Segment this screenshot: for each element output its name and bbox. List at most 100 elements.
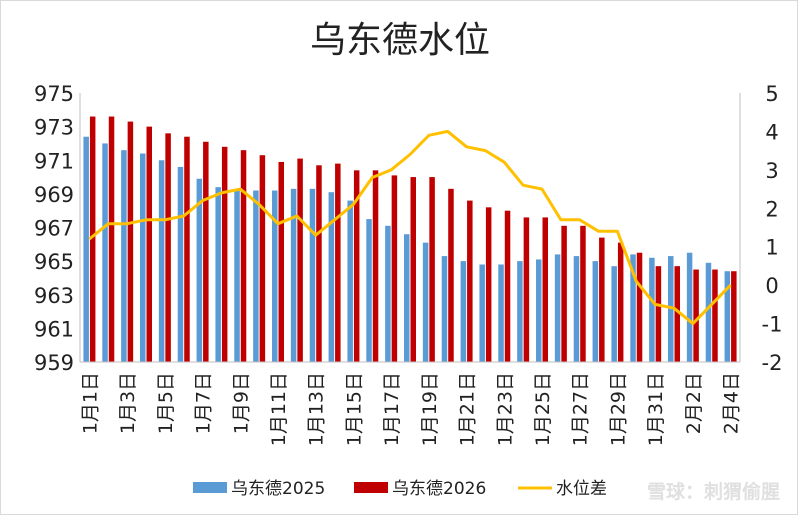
legend-swatch-2025 [193, 482, 227, 493]
bar-2025 [290, 188, 297, 362]
bar-2026 [617, 242, 624, 362]
x-tick-label: 1月17日 [381, 372, 403, 446]
right-tick-label: 2 [765, 197, 778, 221]
bar-2026 [391, 175, 398, 362]
x-tick-labels: 1月1日 1月3日 1月5日 1月7日 1月9日 1月11日 1月13日 1月15日 1月17日… [79, 372, 742, 446]
bar-2025 [724, 271, 731, 362]
bar-2025 [140, 153, 146, 362]
bar-2025 [479, 264, 485, 362]
bar-2026 [580, 225, 586, 362]
legend-label-diff: 水位差 [556, 479, 607, 499]
bar-2025 [196, 178, 203, 362]
x-tick-label: 1月7日 [193, 372, 215, 434]
bar-2026 [429, 177, 435, 362]
right-tick-label: -2 [762, 351, 783, 375]
bar-2025 [347, 200, 353, 362]
right-tick-label: -1 [762, 313, 783, 337]
legend: 乌东德2025 乌东德2026 水位差 [193, 479, 607, 499]
bar-2025 [234, 190, 240, 362]
bar-2025 [385, 225, 391, 362]
bar-2025 [554, 254, 561, 362]
right-tick-label: 3 [765, 159, 778, 183]
bar-2025 [177, 166, 184, 362]
x-tick-label: 1月9日 [230, 372, 252, 434]
bar-2025 [649, 257, 655, 362]
bar-2025 [158, 160, 165, 362]
bar-2026 [335, 163, 341, 362]
x-tick-label: 1月13日 [306, 372, 328, 446]
bar-2026 [523, 217, 530, 362]
bar-2025 [366, 219, 372, 362]
bar-2025 [102, 143, 108, 362]
bar-2025 [517, 261, 523, 362]
bar-2025 [498, 264, 504, 362]
bar-2026 [599, 237, 605, 362]
bar-2026 [165, 133, 171, 362]
bar-2026 [693, 269, 699, 362]
legend-label-2026: 乌东德2026 [392, 479, 486, 499]
bar-2026 [731, 271, 737, 362]
bar-2025 [253, 190, 259, 362]
series-2026-bars [89, 116, 737, 362]
left-tick-label: 959 [34, 351, 74, 375]
chart-title: 乌东德水位 [310, 20, 490, 61]
left-tick-label: 975 [34, 82, 74, 106]
x-tick-label: 1月11日 [268, 372, 290, 446]
axes: 959 961 963 965 967 969 971 973 975 -2 -1 0 1 2 3 4 5 [34, 82, 783, 375]
series-diff-line [88, 129, 732, 326]
legend-label-2025: 乌东德2025 [231, 479, 325, 499]
x-tick-label: 1月19日 [419, 372, 441, 446]
bar-2026 [467, 200, 473, 362]
bar-2026 [89, 116, 96, 362]
bar-2026 [410, 177, 416, 362]
bar-2025 [441, 256, 448, 362]
bar-2026 [146, 126, 152, 362]
right-tick-label: 1 [765, 236, 778, 260]
bar-2026 [184, 136, 190, 362]
bar-2026 [561, 225, 567, 362]
x-tick-label: 1月1日 [79, 372, 101, 434]
x-tick-label: 1月21日 [457, 372, 479, 446]
left-tick-label: 967 [34, 217, 74, 241]
bar-2026 [712, 269, 718, 362]
right-tick-label: 5 [765, 82, 778, 106]
bar-2025 [573, 256, 580, 362]
bar-2025 [611, 266, 617, 362]
bar-2026 [297, 158, 303, 362]
bar-2026 [108, 116, 115, 362]
bar-2026 [542, 217, 548, 362]
x-tick-label: 2月4日 [721, 372, 743, 434]
x-tick-label: 1月29日 [607, 372, 629, 446]
bar-2026 [240, 150, 247, 362]
bar-2025 [592, 261, 599, 362]
x-tick-label: 1月15日 [343, 372, 365, 446]
x-tick-label: 1月27日 [570, 372, 592, 446]
x-tick-label: 1月5日 [155, 372, 177, 434]
x-tick-label: 1月23日 [494, 372, 516, 446]
x-tick-label: 1月3日 [117, 372, 139, 434]
left-tick-label: 969 [34, 183, 74, 207]
bar-2026 [203, 141, 209, 362]
diff-line [88, 129, 732, 326]
bar-2026 [316, 165, 322, 362]
bar-2026 [127, 121, 134, 362]
x-tick-label: 1月31日 [645, 372, 667, 446]
bar-2026 [674, 266, 680, 362]
x-tick-label: 2月2日 [683, 372, 705, 434]
bar-2026 [259, 155, 266, 362]
bar-2025 [215, 187, 221, 362]
bar-2026 [278, 161, 284, 362]
x-tick-label: 1月25日 [532, 372, 554, 446]
bar-2026 [221, 146, 228, 362]
bar-2025 [83, 136, 89, 362]
right-tick-label: 0 [765, 274, 778, 298]
bar-2026 [372, 170, 379, 362]
left-tick-label: 973 [34, 116, 74, 140]
left-tick-label: 971 [34, 149, 74, 173]
legend-swatch-2026 [354, 482, 388, 493]
bar-2025 [630, 254, 636, 362]
bar-2025 [460, 261, 467, 362]
bar-2025 [536, 259, 542, 362]
bar-2026 [504, 210, 511, 362]
